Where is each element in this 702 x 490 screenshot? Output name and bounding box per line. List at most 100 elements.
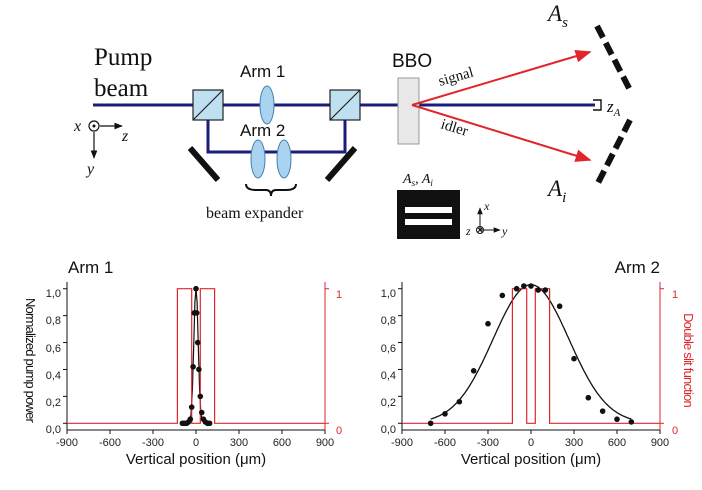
p1-xtick: -300 [142, 437, 164, 449]
p2-data-point [499, 292, 506, 299]
p2-data-point [535, 287, 541, 293]
inset-z-label: z [465, 224, 471, 238]
p1-xtick: 300 [230, 437, 248, 449]
p2-data-point [513, 285, 520, 292]
p2-xtick: 300 [565, 437, 583, 449]
p1-data-point [193, 285, 199, 292]
pump-label-line1: Pump [94, 44, 152, 71]
p1-data-point [188, 404, 195, 410]
p1-ytick-right: 1 [336, 289, 342, 301]
p1-ytick: 0,0 [46, 424, 61, 436]
plot2-title: Arm 2 [615, 258, 660, 277]
p2-data-point [456, 398, 463, 405]
p1-data-point [193, 310, 200, 316]
mirror-left [187, 146, 221, 182]
p1-xlabel: Vertical position (μm) [126, 451, 266, 468]
p1-ytick: 0,4 [46, 370, 61, 382]
signal-beam [411, 49, 592, 106]
p2-data-point [521, 283, 527, 289]
arm2-lens-b [276, 139, 292, 179]
mirror-right [324, 146, 358, 182]
p1-data-point [198, 409, 205, 416]
p2-ytick: 1,0 [381, 288, 396, 300]
p1-ytick: 0,6 [46, 343, 61, 355]
p1-data-point [190, 363, 196, 370]
p2-gaussian-fit-line [430, 284, 632, 420]
pump-label-line2: beam [94, 75, 149, 102]
arm1-label: Arm 1 [240, 62, 285, 81]
p2-xtick: -300 [477, 437, 499, 449]
p1-xtick: 600 [273, 437, 291, 449]
p1-slit-function-line [67, 288, 325, 424]
plot-arm1: Arm 1 -900 -600 -300 0 300 600 900 0,0 0… [23, 258, 342, 468]
p1-data-point [197, 393, 204, 400]
axis-x-label: x [73, 118, 81, 135]
p2-data-point [599, 408, 606, 414]
p1-xtick: -900 [56, 437, 78, 449]
p2-ytick: 0,4 [381, 370, 396, 382]
arm1-lens [259, 85, 275, 125]
p2-ytick-right: 1 [672, 289, 678, 301]
p2-ytick: 0,2 [381, 397, 396, 409]
inset-axes [476, 207, 501, 234]
slit-label: As, Ai [402, 172, 433, 188]
p1-data-point [196, 366, 202, 373]
arm2-path [206, 105, 347, 154]
p2-xtick: -900 [391, 437, 413, 449]
p2-xtick: 0 [528, 437, 534, 449]
axis-z-label: z [121, 128, 129, 145]
zA-bracket [593, 99, 602, 111]
beam-expander-brace [245, 183, 297, 197]
p2-ytick: 0,8 [381, 315, 396, 327]
p2-data-point [470, 368, 477, 374]
p1-ytick-right: 0 [336, 425, 342, 437]
zA-label: zA [606, 97, 621, 119]
p2-data-point [528, 283, 534, 289]
p1-xtick: 0 [193, 437, 199, 449]
plot1-title: Arm 1 [68, 258, 113, 277]
p2-xtick: -600 [434, 437, 456, 449]
p2-xtick: 600 [608, 437, 626, 449]
p1-xtick: -600 [99, 437, 121, 449]
p2-xtick: 900 [651, 437, 669, 449]
p1-ytick: 0,8 [46, 315, 61, 327]
setup-diagram: Pump beam Arm 1 Arm 2 BBO signal idler b… [73, 1, 633, 239]
As-label: As [546, 1, 568, 31]
arm2-lens-a [250, 139, 266, 179]
p2-data-point [614, 416, 620, 423]
p2-data-point [442, 411, 448, 417]
plot1-frame [66, 282, 326, 431]
p2-ytick-right: 0 [672, 425, 678, 437]
bbo-crystal [397, 77, 420, 145]
axis-y-label: y [85, 161, 95, 178]
p1-data-point [194, 339, 201, 346]
double-slit-inset [397, 190, 460, 239]
inset-x-label: x [483, 199, 490, 213]
bbo-label: BBO [392, 51, 432, 72]
inset-y-label: y [501, 224, 508, 238]
p1-ylabel: Normalized pump power [23, 298, 38, 424]
p1-data-point [187, 416, 194, 423]
p2-data-point [542, 287, 549, 293]
coordinate-axes [88, 120, 123, 159]
p1-xtick: 900 [316, 437, 334, 449]
p2-slit-function-line [402, 288, 660, 424]
idler-label: idler [439, 117, 470, 140]
p2-data-point [571, 355, 577, 362]
plot2-frame [401, 282, 661, 431]
p2-ylabel-right: Double slit function [681, 313, 696, 407]
p2-data-point [628, 419, 635, 425]
p1-ytick: 1,0 [46, 288, 61, 300]
signal-label: signal [437, 65, 476, 90]
Ai-label: Ai [546, 176, 566, 206]
p2-data-point [485, 320, 491, 327]
arm2-label: Arm 2 [240, 121, 285, 140]
p1-ytick: 0,2 [46, 397, 61, 409]
beam-expander-label: beam expander [206, 205, 304, 222]
p2-data-point [585, 394, 592, 401]
detector-As [594, 24, 633, 92]
p1-fit-line [182, 288, 210, 424]
p2-xlabel: Vertical position (μm) [461, 451, 601, 468]
p2-ytick: 0,6 [381, 343, 396, 355]
